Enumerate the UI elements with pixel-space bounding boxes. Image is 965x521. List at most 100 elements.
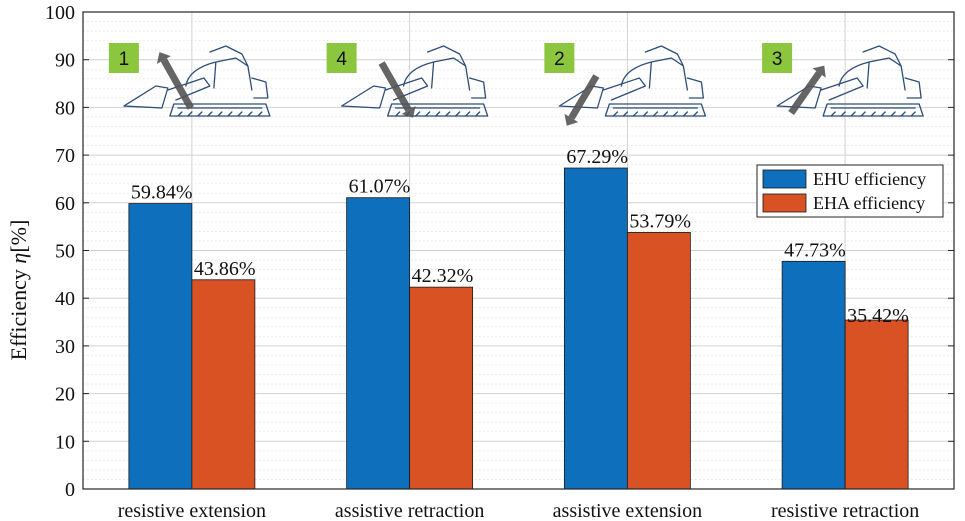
arrow-shaft [788, 70, 822, 116]
loader-illustration [558, 45, 707, 117]
direction-arrow [156, 52, 194, 110]
loader-body [776, 45, 924, 117]
quadrant-badge-label: 1 [119, 49, 130, 70]
arrow-head [812, 65, 826, 78]
track-tread [474, 111, 481, 117]
y-tick-label: 100 [45, 2, 75, 24]
track-tread [860, 111, 866, 117]
category-label: resistive extension [118, 500, 266, 521]
y-axis-ticks: 0 10 20 30 40 50 60 70 80 90 100 [45, 2, 954, 501]
loader-illustration [340, 45, 489, 117]
arrow-shaft [378, 61, 412, 112]
y-tick-label: 60 [55, 193, 75, 215]
y-tick-label: 20 [55, 384, 75, 406]
loader-body [123, 45, 271, 117]
data-label: 67.29% [566, 146, 628, 168]
track-tread [424, 111, 431, 117]
arrow-shaft [568, 74, 600, 120]
direction-arrow [788, 65, 826, 116]
track-tread [414, 111, 421, 117]
quadrant-badge [544, 43, 575, 73]
track-tread [464, 111, 471, 117]
track-tread [434, 111, 441, 117]
quadrant-badge-label: 3 [772, 49, 783, 70]
track-tread [444, 111, 451, 117]
quadrant-badge [762, 43, 793, 73]
arrow-shaft [160, 58, 194, 110]
track-tread [187, 111, 193, 117]
track-tread [612, 111, 619, 117]
track-tread [217, 111, 223, 117]
track-tread [207, 111, 213, 117]
y-tick-label: 50 [55, 241, 75, 263]
data-label: 61.07% [349, 176, 411, 198]
track-tread [642, 111, 649, 117]
bar-eha [626, 232, 691, 490]
data-label: 47.73% [784, 239, 846, 261]
bar-ehu [781, 260, 846, 490]
track-tread [662, 111, 669, 117]
loader-illustration [123, 45, 271, 117]
bar-eha [844, 319, 909, 490]
quadrant-badge [108, 43, 139, 73]
track-tread [394, 111, 401, 117]
y-tick-label: 0 [65, 479, 75, 501]
y-tick-label: 70 [55, 145, 75, 167]
quadrant-badge [326, 43, 357, 73]
track-tread [177, 111, 183, 117]
track-tread [237, 111, 243, 117]
track-tread [632, 111, 639, 117]
track-tread [682, 111, 689, 117]
track-tread [910, 111, 916, 117]
bar-ehu [346, 197, 411, 490]
track-tread [247, 111, 253, 117]
loader-illustration [776, 45, 924, 117]
track-tread [652, 111, 659, 117]
quadrant-badge-label: 2 [554, 49, 565, 70]
arrow-head [156, 52, 171, 64]
legend-entry: EHA efficiency [813, 193, 925, 213]
loader-body [340, 45, 489, 117]
arrow-head [401, 106, 416, 118]
y-tick-label: 10 [55, 431, 75, 453]
data-label: 42.32% [412, 265, 474, 287]
quadrant-badge-label: 4 [336, 49, 347, 70]
track-tread [692, 111, 699, 117]
track-tread [622, 111, 629, 117]
data-label: 43.86% [194, 258, 256, 280]
data-label: 35.42% [847, 305, 909, 327]
track-tread [257, 111, 263, 117]
y-axis-label: Efficiency η[%] [6, 220, 31, 361]
track-tread [227, 111, 233, 117]
bars [128, 167, 909, 490]
track-tread [454, 111, 461, 117]
bar-ehu [563, 167, 628, 490]
track-tread [900, 111, 906, 117]
bar-ehu [128, 203, 193, 490]
track-tread [880, 111, 886, 117]
legend-swatch [762, 193, 807, 213]
legend-entry: EHU efficiency [813, 169, 926, 189]
track-tread [197, 111, 203, 117]
track-tread [870, 111, 876, 117]
track-tread [672, 111, 679, 117]
category-label: resistive retraction [771, 500, 919, 521]
track-tread [840, 111, 846, 117]
legend: EHU efficiency EHA efficiency [756, 164, 944, 218]
bar-eha [191, 279, 256, 490]
data-labels: 59.84% 43.86% 61.07% 42.32% 67.29% 53.79% 47.7… [131, 146, 909, 327]
category-labels: resistive extension assistive retraction a… [118, 500, 920, 521]
y-tick-label: 30 [55, 336, 75, 358]
arrow-head [564, 113, 579, 126]
bar-eha [409, 286, 474, 490]
track-tread [830, 111, 836, 117]
y-tick-label: 90 [55, 50, 75, 72]
legend-swatch [762, 169, 807, 189]
data-label: 53.79% [629, 210, 691, 232]
y-axis-label-symbol: η [6, 253, 31, 264]
direction-arrow [564, 74, 600, 126]
loader-illustrations: 1 4 2 3 [108, 43, 924, 126]
plot-frame [82, 11, 955, 490]
category-label: assistive extension [553, 500, 702, 521]
track-tread [850, 111, 856, 117]
